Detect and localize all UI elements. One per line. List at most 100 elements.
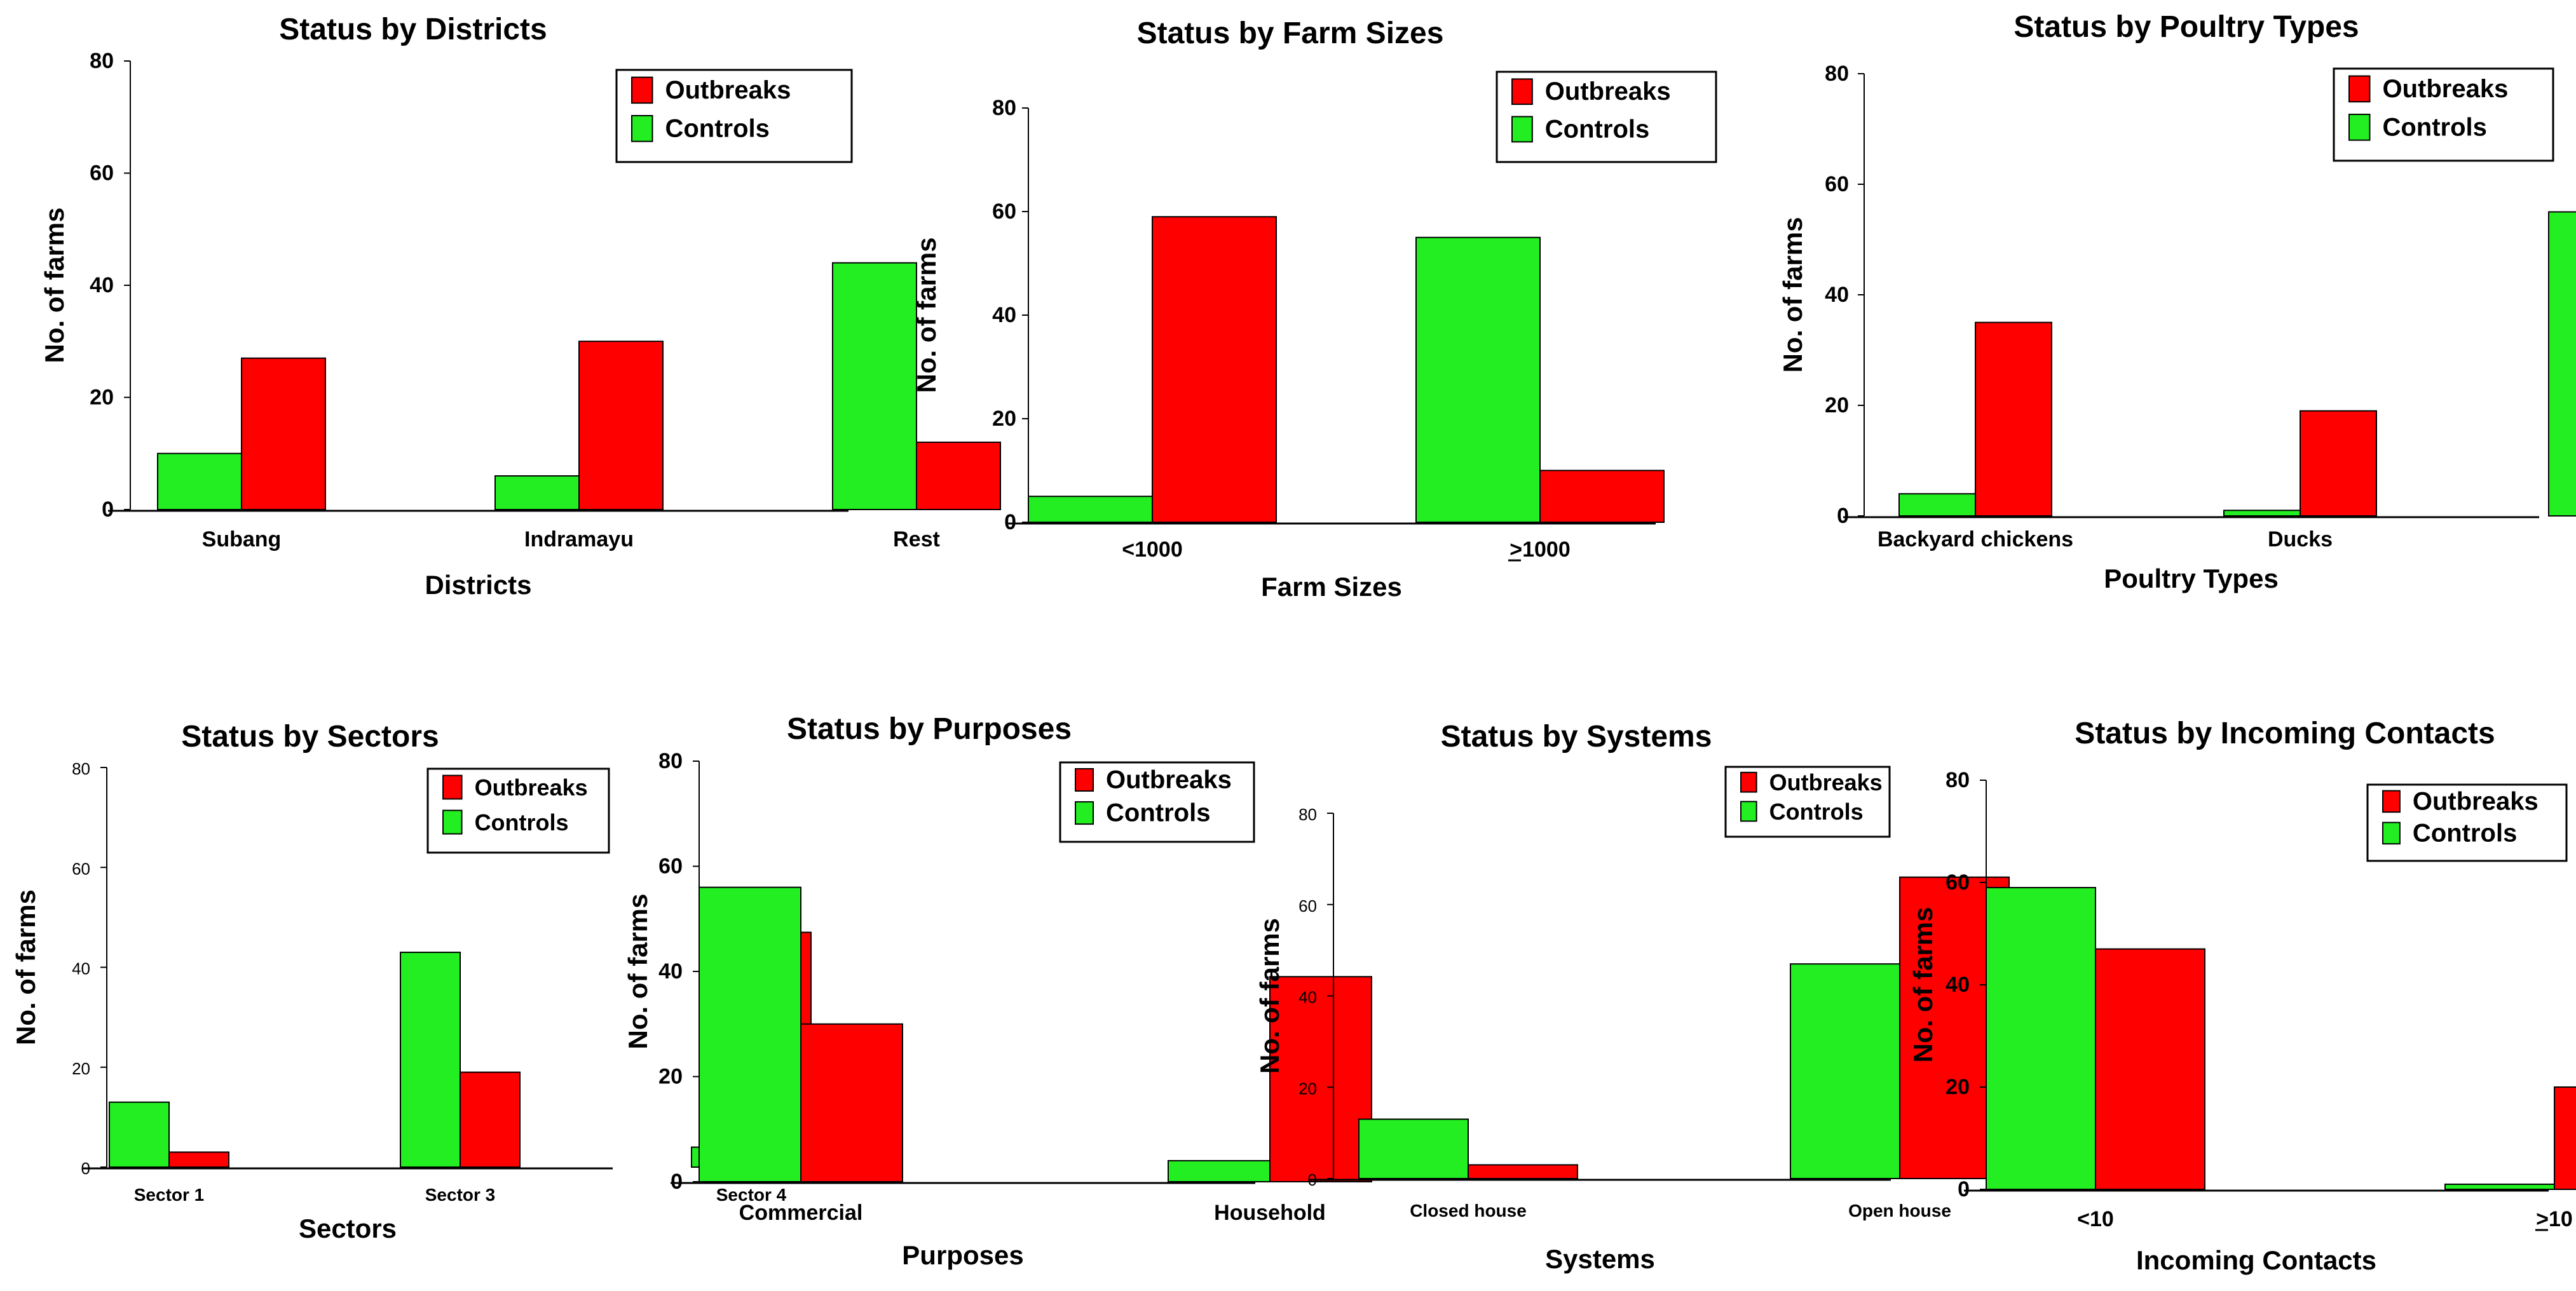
x-category-label: <10 <box>2077 1207 2114 1231</box>
legend-swatch-controls <box>442 809 463 835</box>
bar-controls <box>157 452 242 510</box>
chart-title: Status by Sectors <box>181 720 439 754</box>
legend: Outbreaks Controls <box>1724 766 1891 838</box>
y-tick-label: 60 <box>658 855 683 879</box>
legend-swatch-outbreaks <box>1740 771 1757 793</box>
x-category-label: Sector 4 <box>716 1185 787 1205</box>
legend-swatch-outbreaks <box>2348 75 2371 103</box>
y-tick-label: 80 <box>1946 768 1970 792</box>
bar-outbreaks <box>241 357 326 510</box>
y-tick-label: 20 <box>1825 393 1849 417</box>
legend-swatch-outbreaks <box>1511 78 1533 105</box>
legend-label-controls: Controls <box>2382 113 2486 141</box>
y-tick-label: 60 <box>1946 870 1970 895</box>
legend-swatch-controls <box>1511 116 1533 143</box>
legend-label-outbreaks: Outbreaks <box>1769 769 1883 795</box>
chart-panel-5: Status by Purposes 0 20 40 60 80 No. of farms C… <box>623 712 1372 1270</box>
chart-panel-4: Status by Sectors 0 20 40 60 80 No. of farms Se… <box>11 720 812 1243</box>
legend-label-outbreaks: Outbreaks <box>2382 75 2508 103</box>
y-tick-label: 0 <box>1837 504 1849 528</box>
bar-controls <box>699 886 801 1182</box>
legend-label-outbreaks: Outbreaks <box>2413 787 2539 815</box>
bar-controls <box>1415 236 1541 523</box>
x-category-label: Open house <box>1848 1201 1951 1220</box>
y-axis-label: No. of farms <box>911 237 941 393</box>
bar-controls <box>109 1101 170 1168</box>
legend: Outbreaks Controls <box>2333 67 2554 162</box>
legend-label-controls: Controls <box>1545 115 1649 143</box>
y-tick-label: 0 <box>102 497 114 522</box>
bar-controls <box>1358 1118 1469 1179</box>
x-axis-label: Districts <box>425 570 531 600</box>
y-axis-label: No. of farms <box>11 889 41 1045</box>
bar-outbreaks <box>1975 321 2052 517</box>
chart-title: Status by Farm Sizes <box>1137 17 1444 50</box>
chart-title: Status by Incoming Contacts <box>2075 717 2495 750</box>
y-tick-label: 20 <box>1946 1075 1970 1099</box>
x-category-label: >10 <box>2536 1207 2573 1231</box>
legend: Outbreaks Controls <box>2366 783 2568 862</box>
legend: Outbreaks Controls <box>426 767 610 854</box>
x-axis-label: Sectors <box>299 1213 397 1243</box>
x-axis-label: Poultry Types <box>2104 564 2279 593</box>
bar-controls <box>2223 510 2301 517</box>
y-tick-label: 0 <box>1958 1177 1970 1201</box>
bar-outbreaks <box>1269 976 1372 1183</box>
y-tick-label: 80 <box>658 749 683 773</box>
y-tick-label: 60 <box>1298 896 1317 916</box>
legend-box <box>2366 783 2568 862</box>
y-tick-label: 0 <box>671 1170 683 1194</box>
bar-outbreaks <box>1539 470 1665 523</box>
bar-outbreaks <box>1152 216 1277 523</box>
bar-outbreaks <box>2554 1086 2576 1190</box>
bar-outbreaks <box>916 442 1001 510</box>
x-category-label: Sector 1 <box>134 1185 205 1205</box>
y-tick-label: 60 <box>1825 172 1849 196</box>
x-category-label: Subang <box>202 527 282 551</box>
chart-panel-3: Status by Poultry Types 0 20 40 60 80 No. of f… <box>1778 10 2576 593</box>
bar-outbreaks <box>1468 1164 1578 1179</box>
y-tick-label: 40 <box>658 959 683 983</box>
legend-label-outbreaks: Outbreaks <box>1545 78 1671 105</box>
bar-controls <box>1986 887 2096 1191</box>
x-category-label: Ducks <box>2268 527 2333 551</box>
legend-label-controls: Controls <box>665 114 769 142</box>
bar-controls <box>400 951 461 1168</box>
y-tick-label: 80 <box>90 49 114 73</box>
y-tick-label: 40 <box>1946 973 1970 997</box>
legend-label-controls: Controls <box>1769 799 1864 825</box>
bar-controls <box>1898 493 1976 517</box>
chart-panel-7: Status by Incoming Contacts 0 20 40 60 80 No. … <box>1908 717 2576 1275</box>
y-tick-label: 0 <box>1004 510 1016 534</box>
x-axis-label: Purposes <box>902 1240 1023 1270</box>
y-tick-label: 80 <box>72 759 90 778</box>
x-category-label: Rest <box>893 527 940 551</box>
y-tick-label: 40 <box>1298 988 1317 1007</box>
chart-title: Status by Purposes <box>787 712 1072 746</box>
y-tick-label: 80 <box>992 96 1016 120</box>
y-tick-label: 40 <box>72 959 90 978</box>
x-axis-label: Incoming Contacts <box>2136 1245 2376 1275</box>
chart-title: Status by Districts <box>279 13 547 46</box>
x-category-label: Indramayu <box>524 527 634 551</box>
bar-controls <box>1168 1159 1271 1183</box>
legend-label-outbreaks: Outbreaks <box>665 76 791 104</box>
legend: Outbreaks Controls <box>1059 761 1255 843</box>
y-tick-label: 20 <box>90 386 114 410</box>
legend-label-controls: Controls <box>2413 819 2517 847</box>
bar-outbreaks <box>800 1023 903 1182</box>
legend-swatch-controls <box>2348 114 2371 141</box>
y-tick-label: 20 <box>1298 1079 1317 1098</box>
legend: Outbreaks Controls <box>1496 71 1717 163</box>
bar-controls <box>2548 211 2576 517</box>
y-axis-label: No. of farms <box>1908 907 1938 1062</box>
chart-title: Status by Poultry Types <box>2014 10 2359 44</box>
y-tick-label: 20 <box>658 1065 683 1089</box>
y-axis-label: No. of farms <box>623 893 653 1049</box>
bar-controls <box>2444 1183 2555 1190</box>
y-tick-label: 80 <box>1825 62 1849 86</box>
legend-swatch-outbreaks <box>1075 768 1094 792</box>
y-tick-label: 40 <box>1825 283 1849 307</box>
